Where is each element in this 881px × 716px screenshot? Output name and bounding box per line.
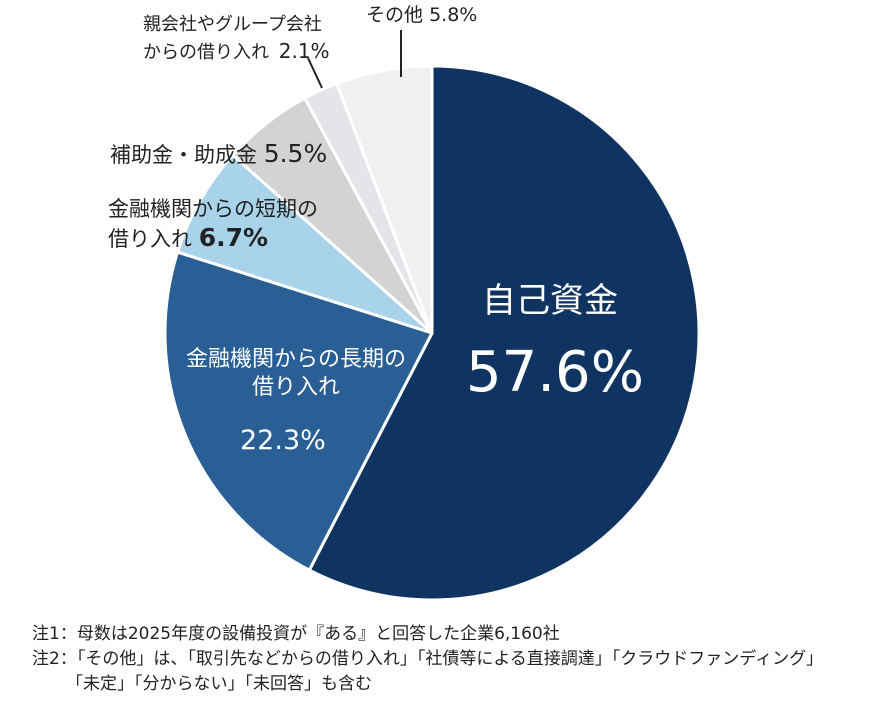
label-own-funds-pct: 57.6% bbox=[466, 340, 644, 405]
label-subsidy-name: 補助金・助成金 bbox=[110, 143, 257, 167]
label-long-term-line2: 借り入れ bbox=[251, 374, 340, 400]
label-own-funds: 自己資金 bbox=[482, 281, 618, 321]
label-long-term-line1: 金融機関からの長期の bbox=[185, 347, 406, 372]
pie-slice-1 bbox=[163, 250, 434, 572]
label-other-name: その他 bbox=[366, 4, 424, 26]
label-group-line2-wrap: からの借り入れ 2.1% bbox=[143, 38, 330, 66]
label-short-term-pct: 6.7% bbox=[198, 223, 269, 253]
label-other: その他 5.8% bbox=[366, 4, 477, 28]
note-2-continued: 「未定」「分からない」「未回答」も含む bbox=[66, 674, 372, 694]
label-group-pct: 2.1% bbox=[278, 39, 330, 63]
label-long-term-pct: 22.3% bbox=[240, 425, 326, 456]
label-other-pct: 5.8% bbox=[429, 4, 478, 26]
label-group-company: 親会社やグループ会社 からの借り入れ 2.1% bbox=[143, 12, 330, 66]
pie-slice-2 bbox=[176, 153, 434, 335]
note-1: 注1：母数は2025年度の設備投資が『ある』と回答した企業6,160社 bbox=[32, 624, 560, 644]
label-group-line1: 親会社やグループ会社 bbox=[143, 14, 322, 35]
label-short-term-line2: 借り入れ bbox=[108, 227, 192, 252]
pie-slice-0 bbox=[307, 64, 701, 602]
footnotes: 注1：母数は2025年度の設備投資が『ある』と回答した企業6,160社 注2：「… bbox=[32, 622, 823, 697]
label-short-term-line2-wrap: 借り入れ 6.7% bbox=[108, 222, 318, 253]
label-subsidy: 補助金・助成金 5.5% bbox=[110, 138, 327, 169]
pie-slice-5 bbox=[335, 64, 434, 335]
note-2: 注2：「その他」は、「取引先などからの借り入れ」「社債等による直接調達」「クラウ… bbox=[32, 649, 824, 669]
label-long-term-loan: 金融機関からの長期の 借り入れ bbox=[176, 346, 416, 401]
label-short-term-line1: 金融機関からの短期の bbox=[108, 197, 318, 221]
label-short-term-loan: 金融機関からの短期の 借り入れ 6.7% bbox=[108, 196, 318, 254]
leader-line-group bbox=[307, 57, 323, 89]
label-subsidy-pct: 5.5% bbox=[263, 139, 328, 168]
label-group-line2: からの借り入れ bbox=[143, 42, 269, 63]
